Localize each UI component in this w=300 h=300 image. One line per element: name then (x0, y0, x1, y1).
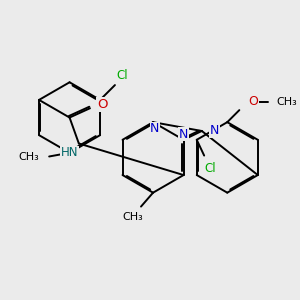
Text: CH₃: CH₃ (18, 152, 39, 162)
Text: O: O (97, 98, 107, 111)
Text: CH₃: CH₃ (276, 97, 297, 107)
Text: Cl: Cl (204, 162, 215, 175)
Text: CH₃: CH₃ (122, 212, 143, 222)
Text: O: O (248, 95, 258, 108)
Text: Cl: Cl (116, 69, 128, 82)
Text: N: N (150, 122, 160, 135)
Text: N: N (179, 128, 188, 141)
Text: N: N (210, 124, 220, 137)
Text: HN: HN (61, 146, 78, 159)
